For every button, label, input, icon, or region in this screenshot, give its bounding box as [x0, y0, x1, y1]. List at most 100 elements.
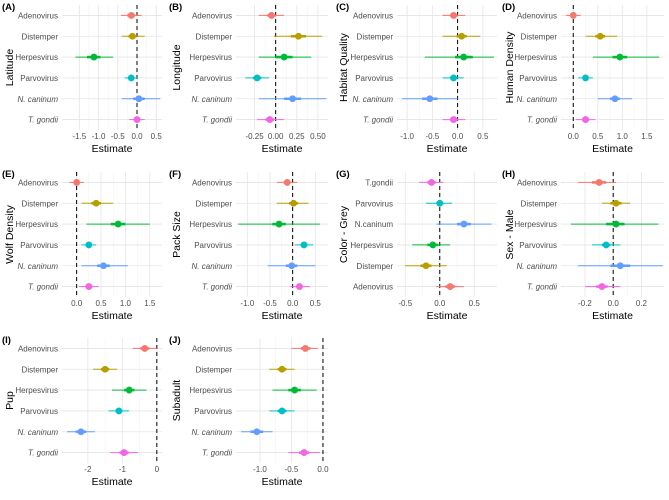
category-label: T. gondii	[28, 283, 58, 292]
x-tick-label: -0.5	[398, 299, 412, 308]
category-label: T. gondii	[527, 283, 557, 292]
category-label: T.gondii	[365, 178, 393, 187]
estimate-point	[114, 220, 122, 228]
x-tick-label: -0.25	[245, 132, 264, 141]
estimate-point	[300, 241, 308, 249]
category-label: T. gondii	[202, 283, 232, 292]
category-label: N. caninum	[192, 428, 233, 437]
estimate-point	[125, 386, 133, 394]
x-axis-title: Estimate	[262, 310, 303, 322]
plot-area	[62, 5, 162, 130]
category-label: Adenovirus	[517, 11, 557, 20]
estimate-point	[582, 74, 589, 82]
category-label: Herpesvirus	[189, 386, 232, 395]
x-tick-label: 1.0	[617, 132, 629, 141]
x-tick-label: -1.0	[400, 132, 414, 141]
estimate-point	[101, 365, 109, 373]
category-label: N. caninum	[517, 95, 558, 104]
category-label: Distemper	[521, 32, 558, 41]
x-tick-label: 0.0	[608, 299, 620, 308]
panel-tag: (A)	[2, 2, 15, 13]
category-label: Herpesvirus	[350, 241, 393, 250]
panel-d: Adenovirus Distemper Herpesvirus Parvovirus…	[502, 2, 664, 155]
category-label: Parvovirus	[355, 74, 393, 83]
y-axis-title: Habitat Quality	[338, 32, 350, 102]
x-axis-title: Estimate	[92, 310, 133, 322]
plot-area	[561, 5, 664, 130]
panel-i: Adenovirus Distemper Herpesvirus Parvovirus…	[2, 335, 162, 488]
category-label: Herpesvirus	[514, 220, 557, 229]
x-tick-label: 0.5	[151, 132, 163, 141]
category-label: Herpesvirus	[189, 53, 232, 62]
y-axis-title: Color - Grey	[338, 205, 350, 263]
category-label: Distemper	[22, 32, 59, 41]
x-axis-title: Estimate	[262, 143, 303, 155]
x-tick-label: 1.0	[120, 299, 132, 308]
category-label: Distemper	[357, 32, 394, 41]
estimate-point	[253, 74, 261, 82]
estimate-point	[428, 179, 435, 186]
x-tick-label: -0.5	[263, 299, 277, 308]
estimate-point	[290, 199, 297, 207]
estimate-point	[296, 283, 303, 290]
x-tick-label: -1	[119, 465, 127, 474]
category-label: T. gondii	[202, 116, 232, 125]
y-axis-title: Human Density	[504, 31, 516, 104]
estimate-point	[127, 12, 135, 19]
estimate-point	[283, 179, 291, 186]
panel-f: Adenovirus Distemper Herpesvirus Parvovirus…	[169, 169, 328, 322]
category-label: Adenovirus	[353, 283, 393, 292]
plot-area	[397, 172, 497, 297]
x-tick-label: -0.2	[578, 299, 592, 308]
y-axis-title: Subadult	[171, 380, 183, 422]
category-label: Adenovirus	[18, 344, 58, 353]
estimate-point	[436, 199, 444, 207]
category-label: Parvovirus	[20, 407, 58, 416]
estimate-point	[450, 116, 457, 123]
panel-tag: (F)	[169, 169, 181, 180]
x-tick-label: 0.0	[568, 132, 580, 141]
category-label: Parvovirus	[194, 241, 232, 250]
x-tick-label: 0.0	[287, 299, 299, 308]
estimate-point	[582, 116, 589, 123]
x-axis-title: Estimate	[92, 476, 133, 488]
x-tick-label: 1.5	[144, 299, 156, 308]
estimate-point	[611, 95, 619, 103]
estimate-point	[85, 283, 93, 290]
plot-area	[236, 172, 328, 297]
category-label: Distemper	[196, 199, 233, 208]
estimate-point	[289, 95, 296, 103]
category-label: Distemper	[196, 32, 233, 41]
panel-tag: (E)	[2, 169, 15, 180]
x-axis-title: Estimate	[592, 143, 633, 155]
panel-tag: (B)	[169, 2, 182, 13]
category-label: Herpesvirus	[15, 220, 58, 229]
estimate-point	[288, 262, 296, 270]
x-axis-title: Estimate	[262, 476, 303, 488]
category-label: Herpesvirus	[189, 220, 232, 229]
estimate-point	[598, 283, 606, 290]
plot-area	[62, 338, 162, 463]
panel-g: T.gondii Parvovirus N.caninum Herpesvirus Di…	[336, 169, 497, 322]
x-axis-title: Estimate	[592, 310, 633, 322]
x-tick-label: 0.0	[452, 132, 464, 141]
category-label: Parvovirus	[20, 74, 58, 83]
estimate-point	[446, 283, 454, 290]
category-label: T. gondii	[202, 449, 232, 458]
category-label: Herpesvirus	[350, 53, 393, 62]
estimate-point	[100, 262, 107, 270]
estimate-point	[429, 241, 437, 249]
estimate-point	[596, 32, 604, 40]
category-label: Herpesvirus	[15, 53, 58, 62]
category-label: Adenovirus	[517, 178, 557, 187]
x-tick-label: -0.5	[111, 132, 125, 141]
panel-tag: (C)	[336, 2, 349, 13]
estimate-point	[278, 407, 286, 415]
x-tick-label: -1.5	[72, 132, 86, 141]
panel-j: Adenovirus Distemper Herpesvirus Parvovirus…	[169, 335, 329, 488]
x-tick-label: -1.0	[92, 132, 106, 141]
estimate-point	[120, 449, 128, 456]
estimate-point	[133, 116, 141, 123]
estimate-point	[127, 74, 135, 82]
